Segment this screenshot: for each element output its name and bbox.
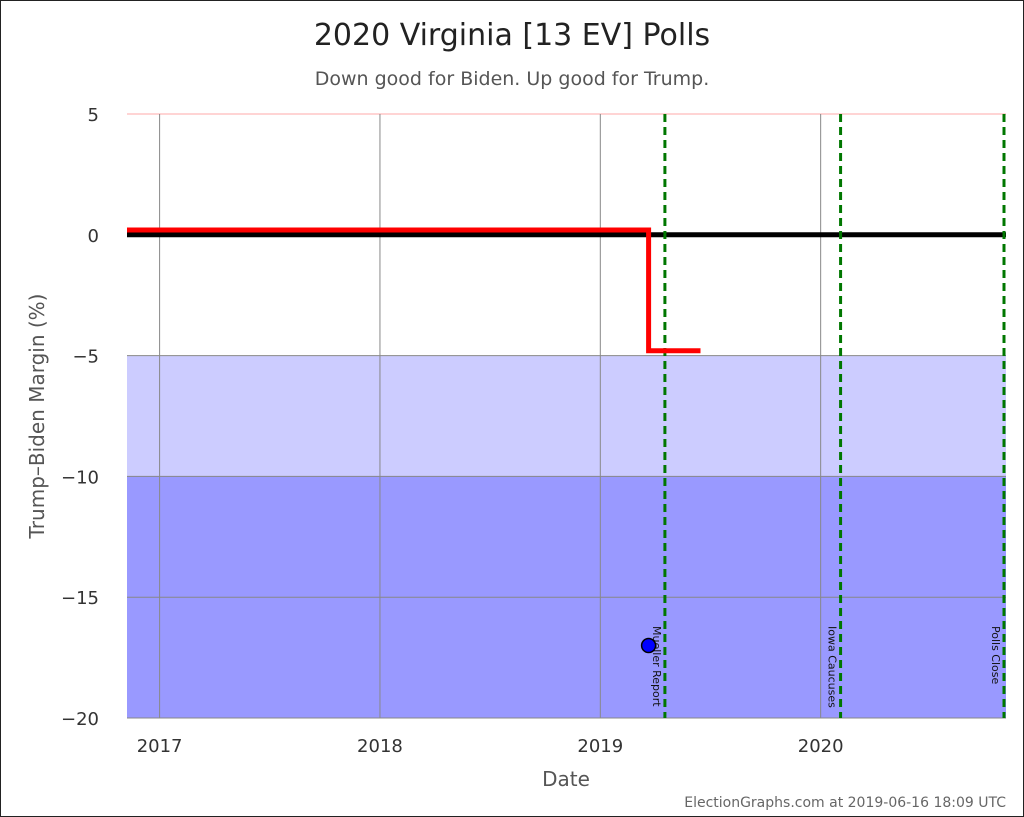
credit-text: ElectionGraphs.com at 2019-06-16 18:09 U…: [684, 795, 1006, 811]
band-0: [127, 355, 1006, 477]
series-line-0: [127, 227, 701, 354]
y-tick-label: −15: [61, 588, 99, 609]
x-tick-label: 2019: [577, 736, 623, 757]
x-tick-label: 2020: [798, 736, 844, 757]
y-tick-label: 0: [88, 226, 99, 247]
y-axis-label: Trump–Biden Margin (%): [25, 294, 49, 540]
y-tick-label: −10: [61, 467, 99, 488]
y-tick-label: −20: [61, 709, 99, 730]
x-tick-label: 2017: [137, 736, 183, 757]
chart-subtitle: Down good for Biden. Up good for Trump.: [315, 68, 710, 90]
chart-title: 2020 Virginia [13 EV] Polls: [314, 18, 710, 53]
x-axis-label: Date: [542, 767, 590, 791]
y-tick-label: −5: [72, 347, 99, 368]
y-tick-label: 5: [88, 105, 99, 126]
plot-area: 5 0 −5 −10 −15 −20 2017 2018 2019 2020 Mueller Rep…: [61, 105, 1006, 757]
event-label: Polls Close: [989, 626, 1002, 685]
event-label: Mueller Report: [650, 626, 663, 707]
event-label: Iowa Caucuses: [826, 626, 839, 708]
x-tick-label: 2018: [357, 736, 403, 757]
poll-point: [640, 637, 657, 654]
